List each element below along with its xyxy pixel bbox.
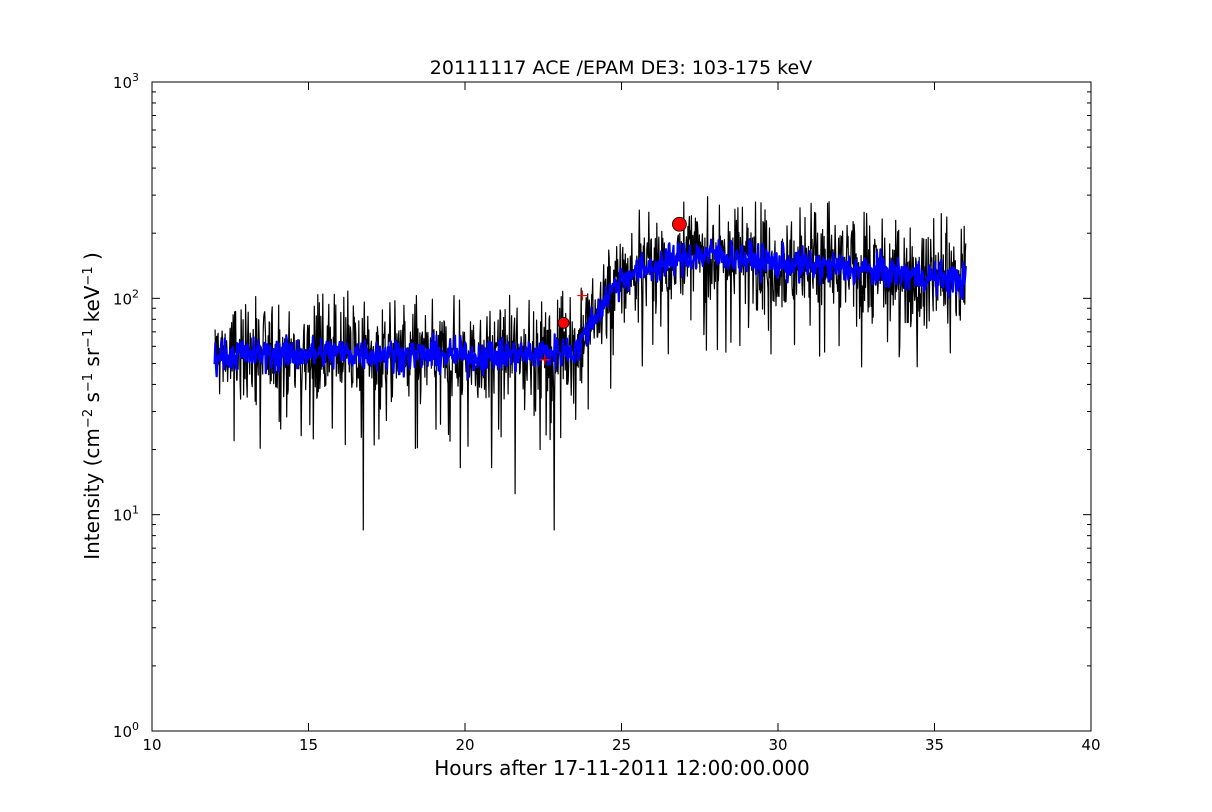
y-tick-label: 103 <box>113 71 139 92</box>
x-tick-label: 40 <box>1081 736 1100 754</box>
x-tick-label: 25 <box>612 736 631 754</box>
chart-title: 20111117 ACE /EPAM DE3: 103-175 keV <box>430 57 812 79</box>
y-axis-label: Intensity (cm−2 s−1 sr−1 keV−1 ) <box>80 252 104 560</box>
event-marker-plus <box>577 290 588 301</box>
y-tick-label: 100 <box>113 720 139 741</box>
event-marker-circle <box>557 316 570 329</box>
series-layer <box>213 196 967 531</box>
plot-area <box>152 82 1091 731</box>
x-tick-label: 35 <box>925 736 944 754</box>
event-marker-plus <box>539 354 550 365</box>
marker-layer <box>539 216 687 365</box>
raw-intensity-line <box>214 196 967 531</box>
x-tick-label: 15 <box>299 736 318 754</box>
x-tick-labels: 10 15 20 25 30 35 40 <box>142 736 1100 754</box>
y-tick-labels: 100 101 102 103 <box>113 71 139 741</box>
x-tick-label: 10 <box>142 736 161 754</box>
x-tick-label: 20 <box>455 736 474 754</box>
y-tick-label: 101 <box>113 504 139 525</box>
plot-frame <box>151 81 1092 732</box>
y-tick-label: 102 <box>113 287 139 308</box>
event-marker-circle <box>672 216 687 232</box>
smoothed-intensity-line <box>213 238 967 380</box>
x-axis-label: Hours after 17-11-2011 12:00:00.000 <box>434 756 810 780</box>
x-tick-label: 30 <box>768 736 787 754</box>
